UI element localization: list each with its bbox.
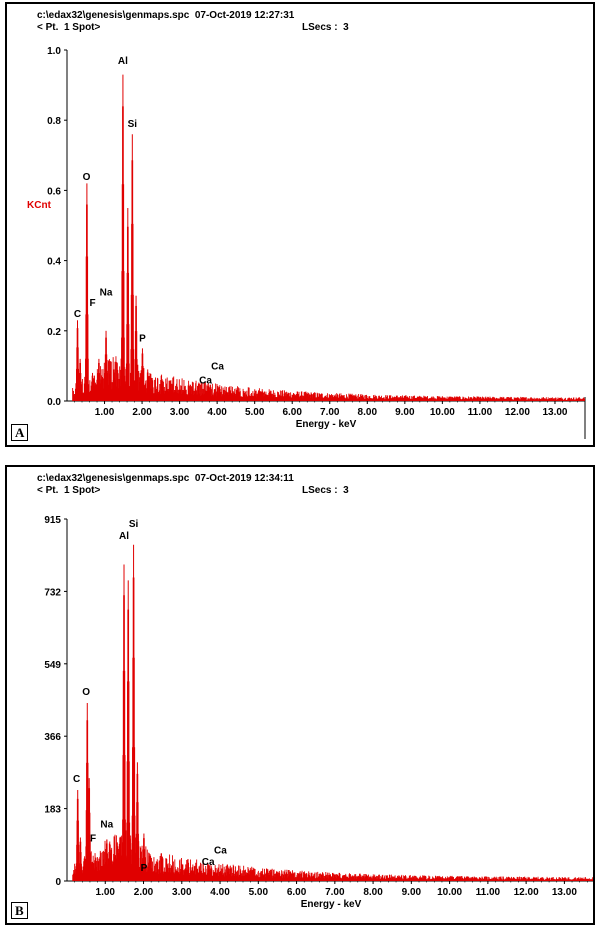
- lsecs-label: LSecs : 3: [302, 22, 349, 33]
- spot-label: < Pt. 1 Spot>: [37, 22, 101, 33]
- element-label: Na: [100, 820, 113, 831]
- element-label: P: [139, 333, 146, 344]
- lsecs-label: LSecs : 3: [302, 485, 349, 496]
- spectrum-chart-a: 0.0 0.2 0.4 0.6 0.8 1.0 1.00 2.00 3.00 4.00 5.00 6.…: [27, 46, 586, 439]
- spectrum-peaks: [75, 74, 220, 401]
- element-label: C: [73, 774, 80, 785]
- element-labels: C O F Na Al Si P Ca Ca: [74, 56, 224, 386]
- x-axis-label: Energy - keV: [296, 419, 357, 430]
- x-tick-label: 3.00: [172, 887, 192, 898]
- header-spot: < Pt. 1 Spot> LSecs : 3: [37, 485, 349, 496]
- element-label: C: [74, 309, 81, 320]
- axes: 0 183 366 549 732 915 1.00 2.00 3.00 4.00 5.00 6.00…: [44, 515, 593, 910]
- y-tick-label: 0.2: [47, 327, 61, 338]
- spectrum-chart-b: 0 183 366 549 732 915 1.00 2.00 3.00 4.00 5.00 6.00…: [44, 515, 593, 910]
- element-label: O: [82, 687, 90, 698]
- y-tick-label: 0: [55, 877, 61, 888]
- element-label: Si: [129, 519, 139, 530]
- element-label: Si: [128, 119, 138, 130]
- y-tick-label: 0.0: [47, 397, 61, 408]
- y-tick-label: 549: [44, 660, 61, 671]
- y-tick-label: 366: [44, 732, 61, 743]
- x-tick-label: 13.00: [552, 887, 577, 898]
- y-tick-label: 0.6: [47, 186, 61, 197]
- x-tick-label: 7.00: [325, 887, 345, 898]
- x-tick-label: 11.00: [468, 407, 493, 418]
- x-tick-label: 7.00: [320, 407, 340, 418]
- y-tick-label: 915: [44, 515, 61, 526]
- element-label: Na: [100, 288, 113, 299]
- element-label: Ca: [211, 361, 224, 372]
- x-tick-label: 3.00: [170, 407, 190, 418]
- y-tick-label: 183: [44, 805, 61, 816]
- x-tick-label: 6.00: [287, 887, 307, 898]
- x-tick-label: 9.00: [395, 407, 415, 418]
- y-axis-label: KCnt: [27, 200, 52, 211]
- x-tick-label: 2.00: [134, 887, 154, 898]
- spectrum-panel-a: c:\edax32\genesis\genmaps.spc 07-Oct-201…: [5, 2, 595, 447]
- y-tick-label: 0.4: [47, 257, 61, 268]
- x-tick-label: 4.00: [210, 887, 230, 898]
- x-tick-label: 9.00: [402, 887, 422, 898]
- element-label: Ca: [214, 845, 227, 856]
- element-label: Ca: [199, 375, 212, 386]
- x-tick-label: 10.00: [430, 407, 455, 418]
- x-tick-label: 13.00: [542, 407, 567, 418]
- x-tick-label: 2.00: [132, 407, 152, 418]
- spectrum-panel-b: c:\edax32\genesis\genmaps.spc 07-Oct-201…: [5, 465, 595, 925]
- x-tick-label: 6.00: [282, 407, 302, 418]
- panel-label: A: [11, 424, 29, 441]
- spectrum-peaks: [75, 544, 223, 881]
- header-path: c:\edax32\genesis\genmaps.spc 07-Oct-201…: [37, 473, 294, 484]
- x-tick-label: 1.00: [96, 887, 116, 898]
- x-tick-label: 8.00: [358, 407, 378, 418]
- element-label: Al: [118, 56, 128, 67]
- element-label: F: [89, 298, 95, 309]
- spectrum-continuum: [72, 829, 593, 881]
- header-spot: < Pt. 1 Spot> LSecs : 3: [37, 22, 349, 33]
- header-path: c:\edax32\genesis\genmaps.spc 07-Oct-201…: [37, 10, 295, 21]
- element-label: O: [83, 172, 91, 183]
- element-label: F: [90, 833, 96, 844]
- y-tick-label: 732: [44, 587, 61, 598]
- x-tick-label: 11.00: [476, 887, 501, 898]
- spectrum-continuum: [72, 350, 585, 401]
- x-tick-label: 12.00: [505, 407, 530, 418]
- x-tick-label: 8.00: [363, 887, 383, 898]
- x-tick-label: 1.00: [95, 407, 115, 418]
- element-label: Al: [119, 531, 129, 542]
- y-tick-label: 1.0: [47, 46, 61, 57]
- x-tick-label: 5.00: [249, 887, 269, 898]
- x-tick-label: 4.00: [207, 407, 227, 418]
- y-tick-label: 0.8: [47, 116, 61, 127]
- continuum-path: [72, 829, 593, 881]
- continuum-path: [72, 350, 585, 401]
- x-tick-label: 12.00: [514, 887, 539, 898]
- panel-label: B: [11, 902, 28, 919]
- element-label: Ca: [202, 857, 215, 868]
- x-tick-label: 10.00: [437, 887, 462, 898]
- spot-label: < Pt. 1 Spot>: [37, 485, 101, 496]
- element-label: P: [141, 863, 148, 874]
- x-tick-label: 5.00: [245, 407, 265, 418]
- x-axis-label: Energy - keV: [301, 899, 362, 910]
